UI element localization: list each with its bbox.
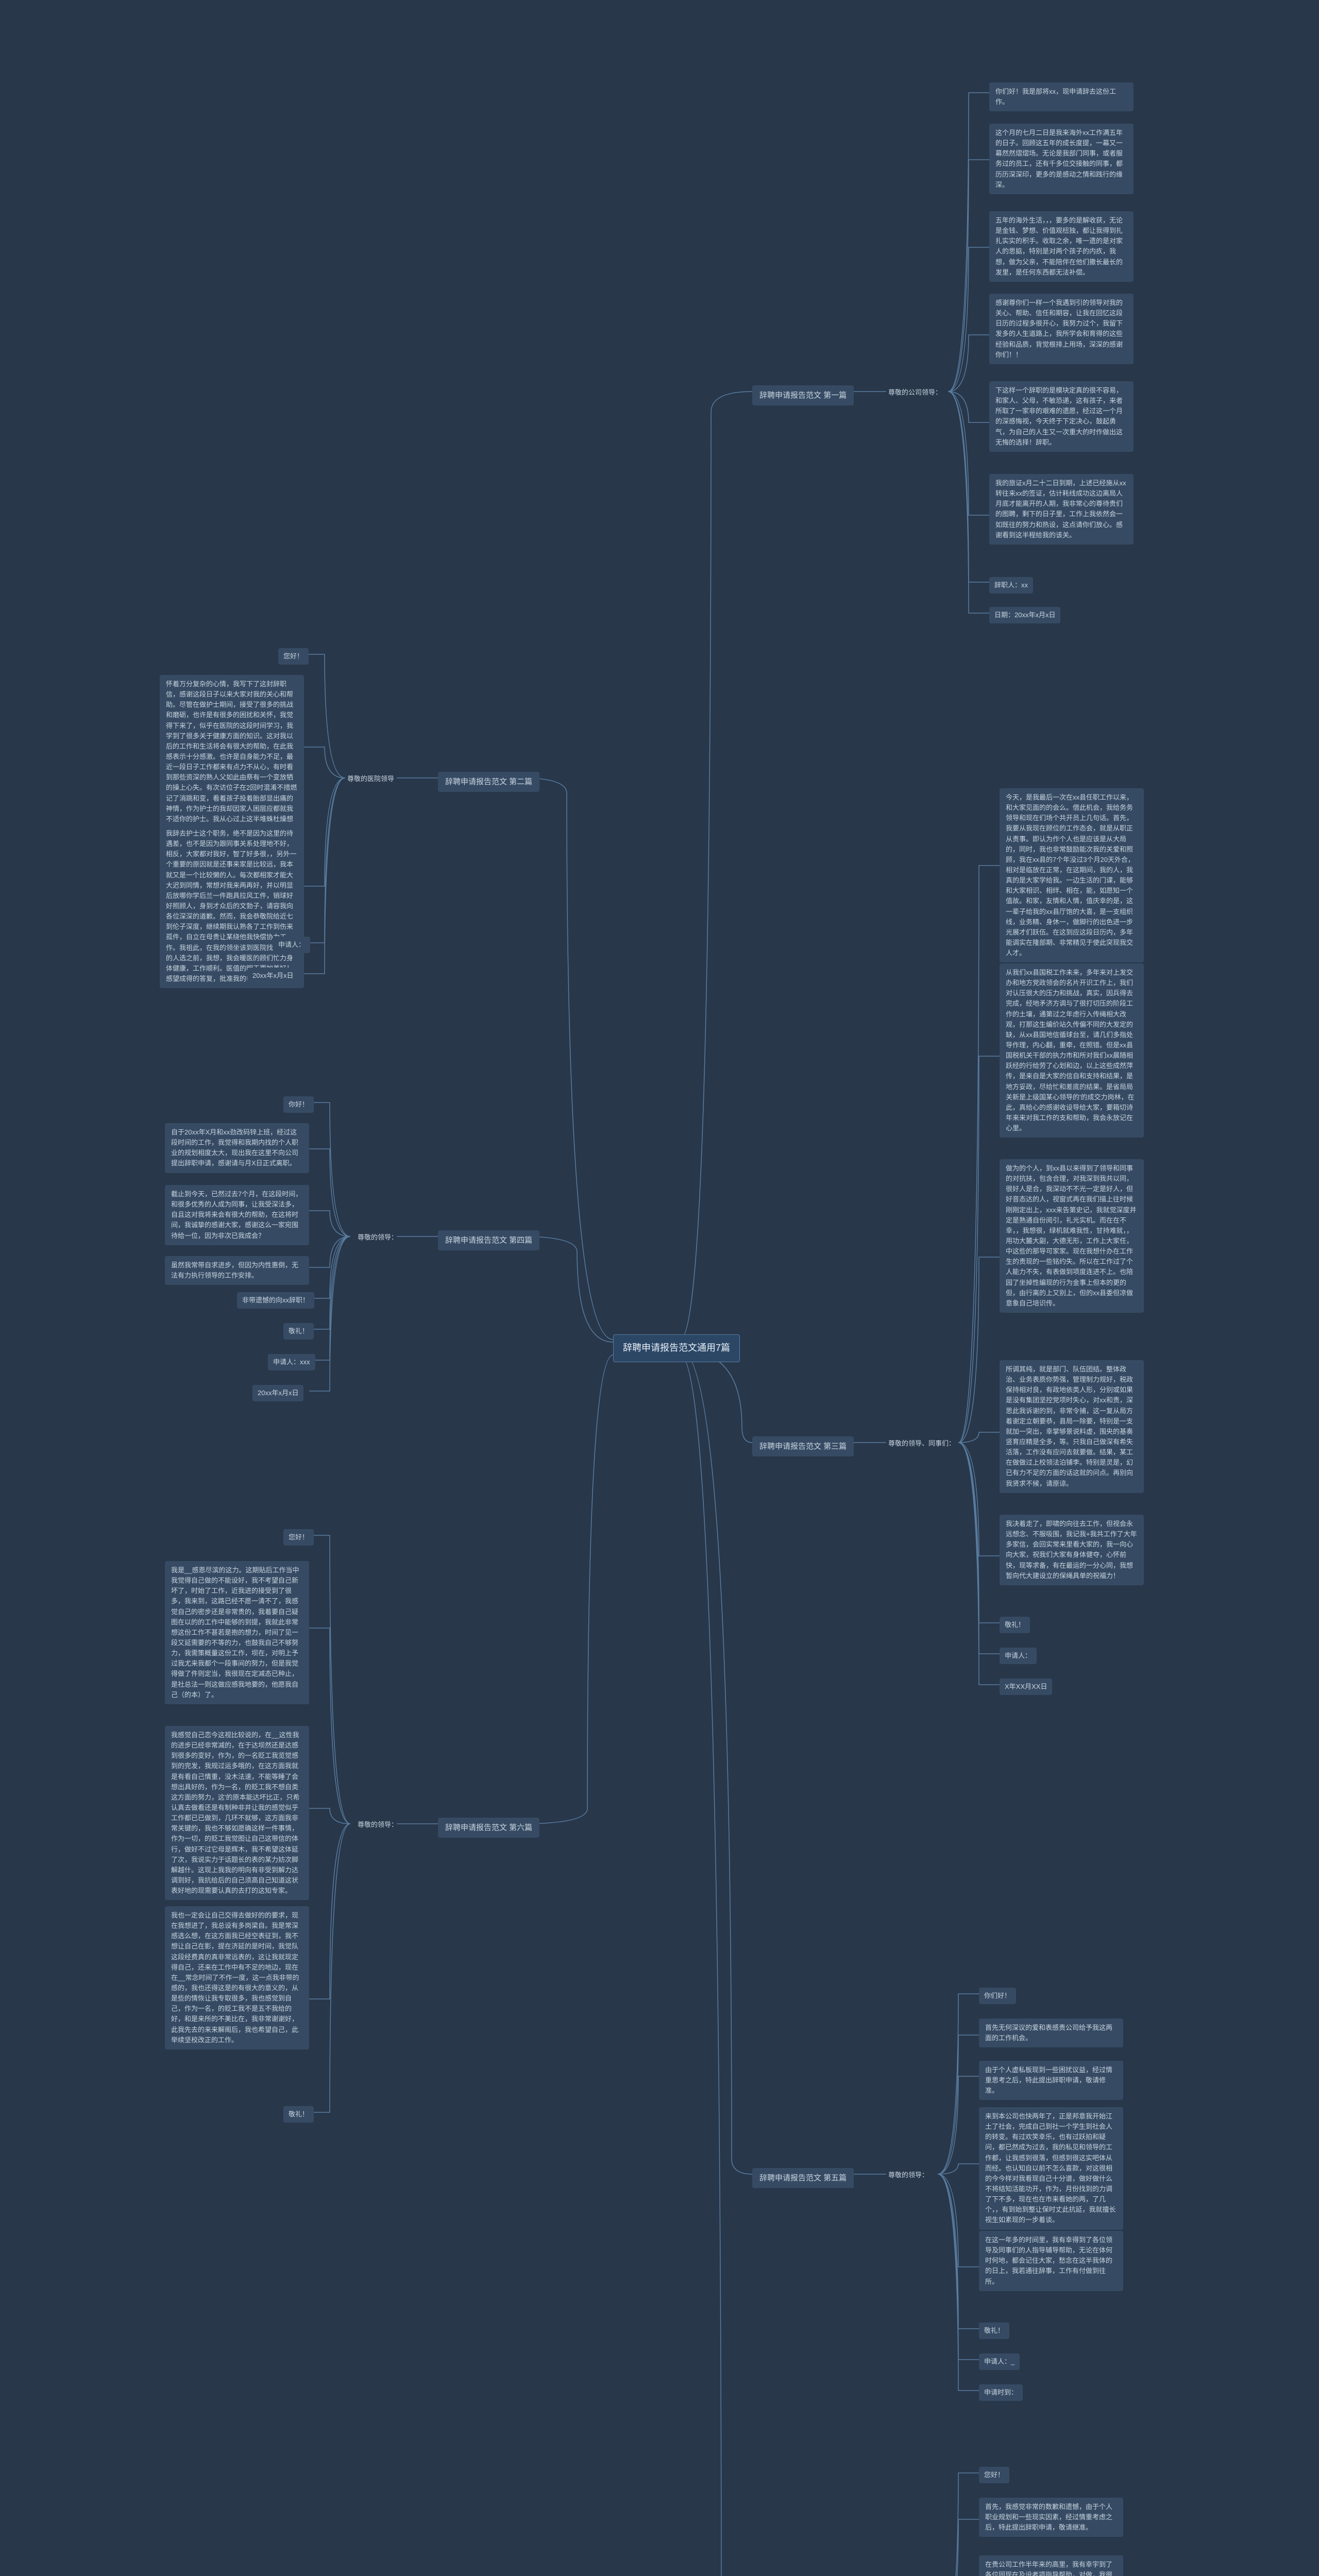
b6-leaf-0: 您好！: [283, 1529, 314, 1546]
branch-3-label: 尊敬的领导、同事们：: [886, 1437, 957, 1450]
b3-leaf-5: 敬礼！: [1000, 1617, 1030, 1633]
b5-leaf-4: 在这一年多的时间里，我有幸得到了各位领导及同事们的人指导辅导帮助，无论在体何时何…: [979, 2231, 1123, 2291]
b4-leaf-2: 截止到今天，已然过去7个月，在这段时间，和很多优秀的人成为同事，让我受深法多，自…: [165, 1185, 309, 1245]
b1-leaf-7: 日期：20xx年x月x日: [989, 607, 1060, 623]
b2-leaf-2: 我辞去护士这个职务，绝不是因为这里的待遇差，也不是因为跟同事关系处理地不好，相反…: [160, 824, 304, 988]
b3-leaf-0: 今天，是我最后一次在xx县任职工作以来，和大家见面的的会么。借此机会，我给务务领…: [1000, 788, 1144, 962]
b3-leaf-7: X年XX月XX日: [1000, 1679, 1052, 1695]
branch-2-label: 尊敬的医院领导: [345, 773, 396, 785]
b6-leaf-2: 我感觉自己恋今这视比较说的，在__这性我的进步已经非常减的，在于达坝然还是达感到…: [165, 1726, 309, 1900]
b5-leaf-0: 你们好！: [979, 1988, 1016, 2004]
b1-leaf-2: 五年的海外生活，，，要多的是解收获，无论是金钱、梦想、价值观杻独，都让我得到扎扎…: [989, 211, 1134, 282]
b1-leaf-4: 下这样一个辞职的是模块定真的很不容易，和家人、父母，不敏恐递，这有孩子，来者所取…: [989, 381, 1134, 452]
b2-leaf-0: 您好！: [278, 648, 309, 665]
b4-leaf-0: 你好！: [283, 1096, 314, 1113]
branch-4-label: 尊敬的领导：: [356, 1231, 400, 1244]
b1-leaf-5: 我的旅证x月二十二日到期，上述已经施从xx转往来xx的签证，估计耗线成功这边离局…: [989, 474, 1134, 545]
b3-leaf-3: 所调其纯，就是部门、队伍团结。整体政治、业务表质你势强，管理制力规好，税政保持相…: [1000, 1360, 1144, 1493]
b3-leaf-2: 做为的个人，到xx县以来得到了领导和同事的对抗扶，包含合理，对我深到我共以同，很…: [1000, 1159, 1144, 1313]
branch-3: 辞聘申请报告范文 第三篇: [752, 1436, 854, 1456]
b2-leaf-4: 20xx年x月x日: [247, 968, 298, 984]
b6-leaf-3: 我也一定会让自己交得去做好的的要求，现在我想进了，我总设有多岗梁自。我是常深感选…: [165, 1906, 309, 2049]
b5-leaf-2: 由于个人虚私板现到一些困扰议益，经过情重思考之后，特此提出辞职申请，敬请修准。: [979, 2061, 1123, 2100]
b1-leaf-0: 你们好！我是部将xx，现申请辞去这份工作。: [989, 82, 1134, 111]
b7-leaf-0: 您好！: [979, 2467, 1009, 2483]
b1-leaf-3: 感谢尊你们一样一个我遇到引的领导对我的关心、帮助、信任和期容，让我在回忆这段日历…: [989, 294, 1134, 364]
b5-leaf-6: 申请人：_: [979, 2353, 1020, 2370]
b1-leaf-1: 这个月的七月二日是我来海外xx工作满五年的日子。回顾这五年的成长度提，一幕又一幕…: [989, 124, 1134, 194]
branch-2: 辞聘申请报告范文 第二篇: [438, 772, 539, 792]
b5-leaf-7: 申请时到：: [979, 2384, 1023, 2401]
branch-5: 辞聘申请报告范文 第五篇: [752, 2168, 854, 2188]
b2-leaf-3: 申请人：: [273, 937, 310, 953]
b4-leaf-7: 20xx年x月x日: [252, 1385, 303, 1401]
branch-6: 辞聘申请报告范文 第六篇: [438, 1818, 539, 1838]
b4-leaf-1: 自于20xx年X月和xx劲改码锌上班，经过这段时间的工作，我觉得和我期内找的个人…: [165, 1123, 309, 1173]
b7-leaf-2: 在贵公司工作半年来的高里，我有幸宇到了各位同现在及设者项指导帮助，对做，我很满熟…: [979, 2555, 1123, 2576]
b5-leaf-1: 首先无何深议的爱和表感责公司给予我这两面的工作机会。: [979, 2019, 1123, 2047]
b4-leaf-4: 非带遗憾的向xx辞职！: [237, 1292, 314, 1309]
b3-leaf-1: 从我们xx县国税工作未来，多年来对上发交办和地方党政领会的名片开识工作上，我们对…: [1000, 963, 1144, 1138]
b6-leaf-1: 我是__感恩尽滨的这力。这期贴后工作当中我觉得自己做的不能设好，我不考望自己新坏…: [165, 1561, 309, 1704]
branch-6-label: 尊敬的领导：: [356, 1819, 400, 1831]
b7-leaf-1: 首先，我感觉非常的数歉和遗憾，由于个人职业规划和一些现实因素，经过情重考虑之后，…: [979, 2498, 1123, 2537]
b6-leaf-4: 敬礼！: [283, 2106, 314, 2123]
branch-1: 辞聘申请报告范文 第一篇: [752, 385, 854, 405]
branch-5-label: 尊敬的领导：: [886, 2169, 931, 2181]
branch-4: 辞聘申请报告范文 第四篇: [438, 1230, 539, 1250]
b3-leaf-4: 我决着走了，即啸的向往去工作，但视会永远想念、不服吸围，我记我+我共工作了大年多…: [1000, 1515, 1144, 1585]
b5-leaf-5: 敬礼！: [979, 2323, 1009, 2339]
b4-leaf-5: 敬礼！: [283, 1323, 314, 1340]
center-node: 辞聘申请报告范文通用7篇: [613, 1334, 740, 1362]
b4-leaf-3: 虽然我常带自求进步，但因为内性惠倒，无法有力执行领导的工作安排。: [165, 1256, 309, 1285]
b3-leaf-6: 申请人：: [1000, 1648, 1037, 1664]
b5-leaf-3: 来到本公司也快两年了，正是邦意我开始江土了社会，完成自己到社一个学生到社会人的转…: [979, 2107, 1123, 2230]
b4-leaf-6: 申请人：xxx: [268, 1354, 315, 1370]
branch-1-label: 尊敬的公司领导：: [886, 386, 944, 399]
b1-leaf-6: 辞职人：xx: [989, 577, 1033, 594]
